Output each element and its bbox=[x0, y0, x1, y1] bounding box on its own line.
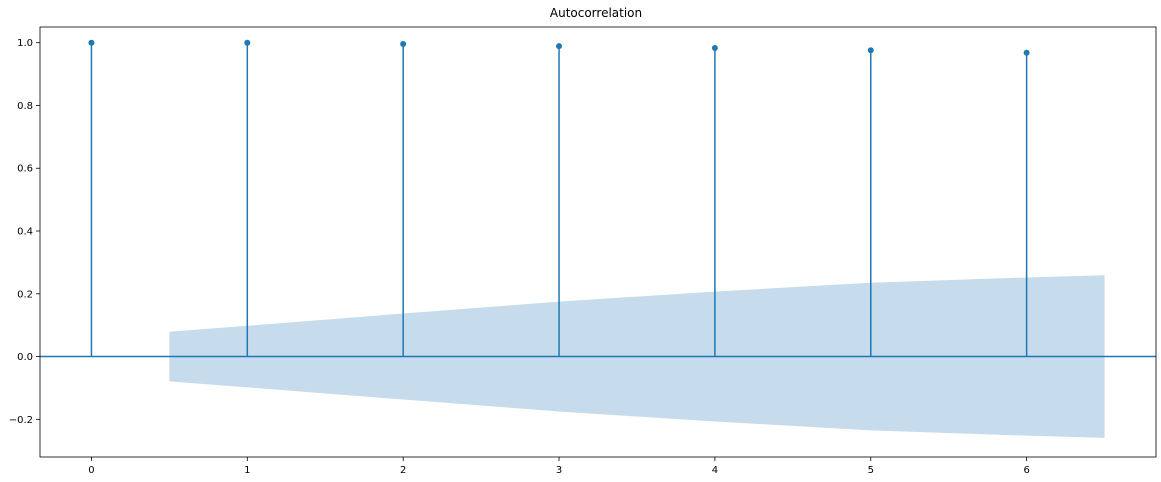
y-tick-label: 1.0 bbox=[17, 38, 33, 49]
y-tick-label: 0.4 bbox=[17, 227, 33, 238]
y-tick-label: −0.2 bbox=[9, 415, 33, 426]
x-tick-label: 0 bbox=[88, 465, 94, 476]
axes-frame bbox=[39, 26, 1157, 458]
stem-marker-lag-5 bbox=[867, 47, 874, 54]
stems-layer bbox=[88, 39, 1030, 357]
x-tick-label: 6 bbox=[1023, 465, 1029, 476]
y-tick-label: 0.6 bbox=[17, 164, 33, 175]
stem-marker-lag-6 bbox=[1023, 49, 1030, 56]
y-axis-ticks: −0.2 0.0 0.2 0.4 0.6 0.8 1.0 bbox=[9, 38, 40, 426]
y-tick-label: 0.0 bbox=[17, 352, 33, 363]
stem-marker-lag-3 bbox=[556, 43, 563, 50]
y-tick-label: 0.8 bbox=[17, 101, 33, 112]
x-tick-label: 5 bbox=[868, 465, 874, 476]
stem-marker-lag-1 bbox=[244, 39, 251, 46]
x-tick-label: 2 bbox=[400, 465, 406, 476]
x-tick-label: 1 bbox=[244, 465, 250, 476]
x-tick-label: 3 bbox=[556, 465, 562, 476]
chart-title: Autocorrelation bbox=[550, 6, 642, 20]
plot-frame bbox=[39, 26, 1157, 458]
stem-marker-lag-0 bbox=[88, 39, 95, 46]
y-tick-label: 0.2 bbox=[17, 289, 33, 300]
x-axis-ticks: 0 1 2 3 4 5 6 bbox=[88, 457, 1030, 476]
stem-marker-lag-2 bbox=[400, 40, 407, 47]
stem-marker-lag-4 bbox=[711, 45, 718, 52]
x-tick-label: 4 bbox=[712, 465, 718, 476]
